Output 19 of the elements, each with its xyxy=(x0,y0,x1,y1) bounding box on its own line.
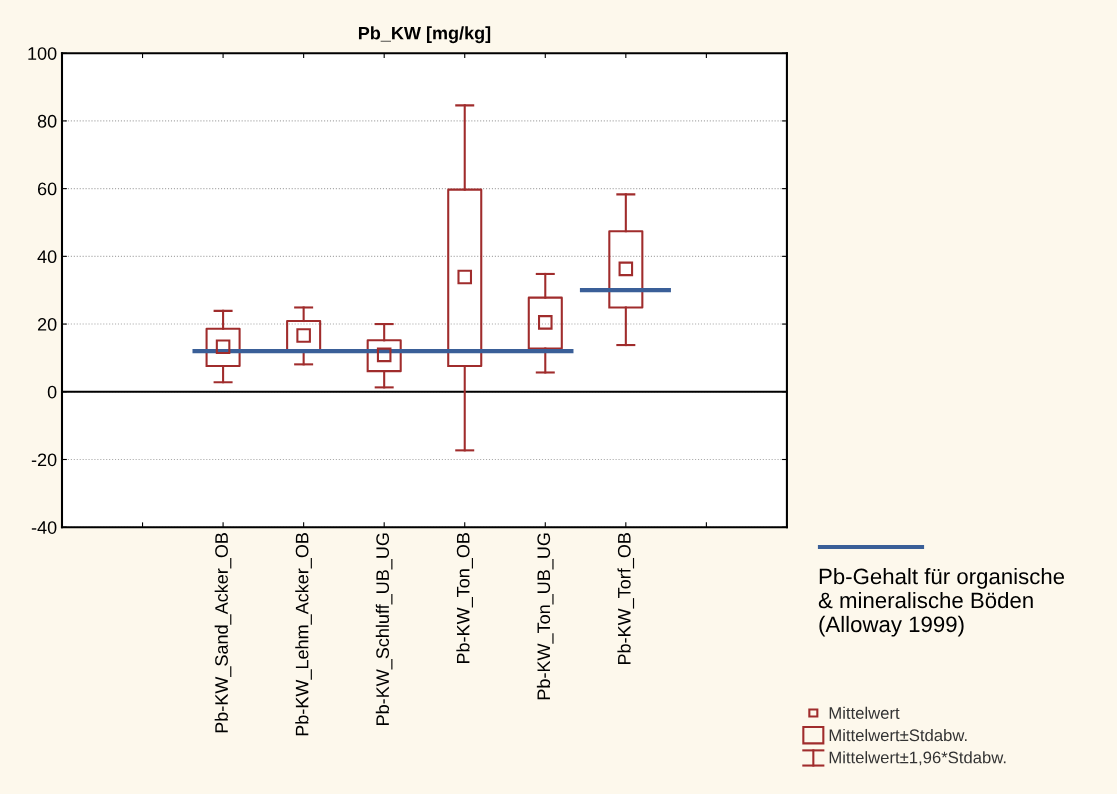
y-tick-label: -20 xyxy=(31,453,57,467)
x-tick-label: Pb-KW_Sand_Acker_OB xyxy=(214,533,232,733)
y-tick-label: 40 xyxy=(37,250,57,264)
x-tick-label: Pb-KW_Ton_UB_UG xyxy=(536,533,554,700)
legend-label: Pb-Gehalt für organische & mineralische Böden (Alloway 1999) xyxy=(818,568,1065,637)
text: Mittelwert xyxy=(829,706,900,719)
x-tick-label: Pb-KW_Schluff_UB_UG xyxy=(375,533,393,725)
y-tick-label: 100 xyxy=(28,47,57,60)
text: Mittelwert±Stdabw. xyxy=(829,728,967,742)
y-tick-label: 20 xyxy=(37,318,57,331)
y-tick-label: 80 xyxy=(37,114,57,128)
x-tick-label: Pb-KW_Lehm_Acker_OB xyxy=(295,533,312,736)
x-tick-label: Pb-KW_Torf_OB xyxy=(617,533,635,665)
y-tick-label: 0 xyxy=(47,385,57,399)
x-tick-label: Pb-KW_Ton_OB xyxy=(456,533,473,664)
y-tick-label: 60 xyxy=(37,182,57,196)
y-tick-label: -40 xyxy=(31,521,57,534)
chart-title: Pb_KW [mg/kg] xyxy=(358,26,491,44)
text: Mittelwert±1,96*Stdabw. xyxy=(829,751,1006,766)
